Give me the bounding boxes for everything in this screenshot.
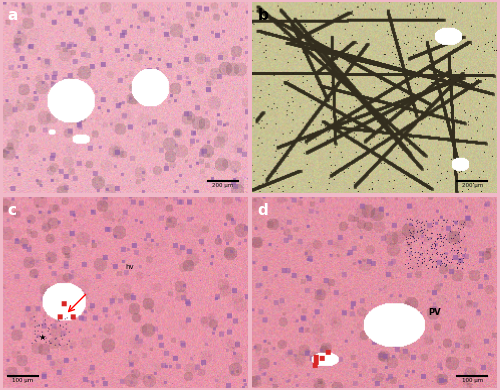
Text: hv: hv: [125, 264, 134, 270]
Text: 200 μm: 200 μm: [212, 183, 233, 188]
Text: b: b: [258, 8, 268, 23]
Text: PV: PV: [428, 308, 441, 317]
Text: 100 μm: 100 μm: [12, 378, 33, 383]
Text: 100 μm: 100 μm: [462, 378, 483, 383]
Text: a: a: [8, 8, 18, 23]
Text: d: d: [258, 203, 268, 218]
Text: 200 μm: 200 μm: [462, 183, 483, 188]
Text: c: c: [8, 203, 16, 218]
Text: ★: ★: [38, 333, 46, 342]
